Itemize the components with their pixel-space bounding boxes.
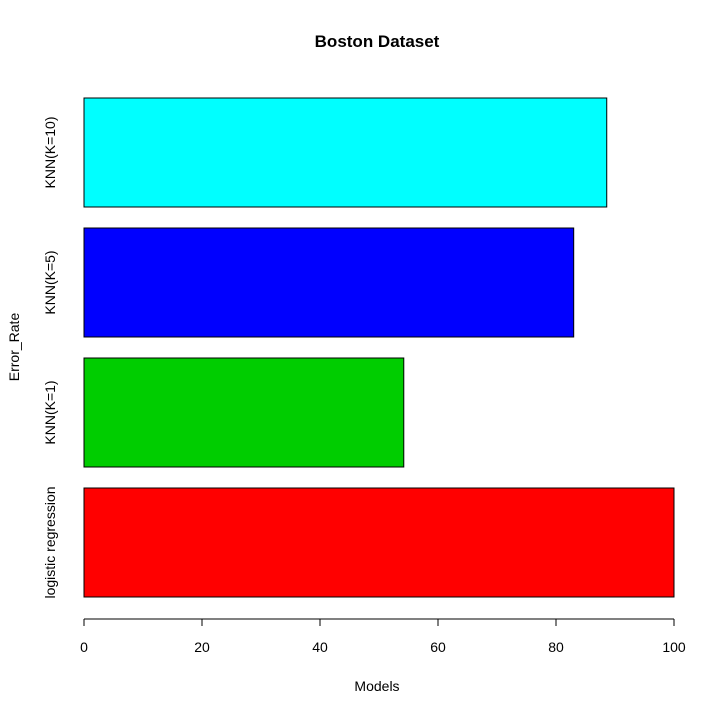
x-tick-label-2: 40 bbox=[312, 639, 328, 655]
bar-3 bbox=[83, 97, 608, 208]
bar-2 bbox=[83, 227, 575, 338]
x-axis: 0 20 40 60 80 100 bbox=[80, 618, 686, 655]
x-tick-label-5: 100 bbox=[662, 639, 686, 655]
bar-0 bbox=[83, 487, 675, 598]
bars-group bbox=[83, 97, 675, 598]
category-label-1: KNN(K=1) bbox=[42, 380, 58, 444]
category-label-0: logistic regression bbox=[42, 486, 58, 598]
category-label-3: KNN(K=10) bbox=[42, 117, 58, 189]
x-tick-label-3: 60 bbox=[430, 639, 446, 655]
x-tick-label-0: 0 bbox=[80, 639, 88, 655]
x-tick-label-1: 20 bbox=[194, 639, 210, 655]
x-axis-label: Models bbox=[354, 678, 399, 694]
x-tick-label-4: 80 bbox=[548, 639, 564, 655]
chart-title: Boston Dataset bbox=[315, 32, 440, 51]
y-axis-label: Error_Rate bbox=[6, 313, 22, 382]
bar-labels-group: logistic regression KNN(K=1) KNN(K=5) KNN(K… bbox=[42, 117, 58, 599]
category-label-2: KNN(K=5) bbox=[42, 250, 58, 314]
bar-1 bbox=[83, 357, 405, 468]
